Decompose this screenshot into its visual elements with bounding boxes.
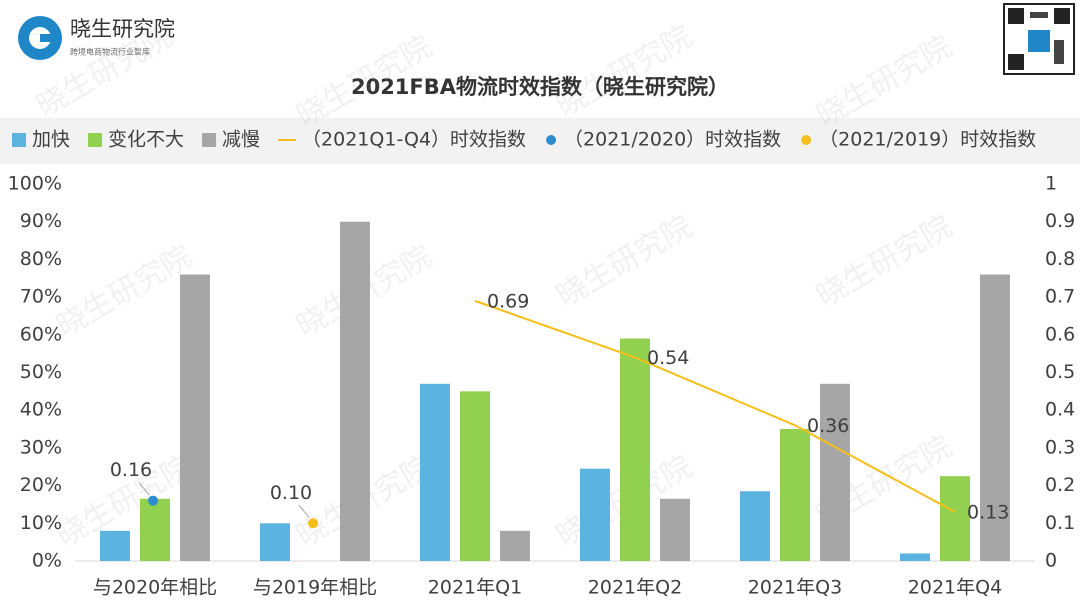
line xyxy=(474,299,956,513)
leader-line xyxy=(138,482,150,496)
legend-label: （2021Q1-Q4）时效指数 xyxy=(302,129,526,151)
data-label: 0.10 xyxy=(270,482,312,504)
y-tick-label: 0% xyxy=(32,550,62,572)
watermark: 晓生研究院 xyxy=(811,209,958,314)
bar xyxy=(580,468,610,561)
watermark: 晓生研究院 xyxy=(51,239,198,344)
y-tick-label: 40% xyxy=(20,399,62,421)
y2-tick-label: 0.4 xyxy=(1045,399,1075,421)
data-label: 0.13 xyxy=(967,501,1009,523)
logo xyxy=(18,16,62,60)
bar xyxy=(820,383,850,561)
bar xyxy=(660,498,690,561)
legend-swatch xyxy=(546,135,557,145)
legend-item: 减慢 xyxy=(202,129,260,151)
legend-item: （2021/2020）时效指数 xyxy=(546,129,781,151)
legend-item: （2021/2019）时效指数 xyxy=(801,129,1036,151)
y2-tick-label: 0 xyxy=(1045,550,1057,572)
y2-tick-label: 0.1 xyxy=(1045,512,1075,534)
y2-tick-label: 0.7 xyxy=(1045,286,1075,308)
bar xyxy=(940,476,970,561)
bar xyxy=(780,429,810,561)
x-tick-label: 与2019年相比 xyxy=(253,577,377,599)
y-tick-label: 30% xyxy=(20,436,62,458)
marker xyxy=(308,518,318,529)
leader-line xyxy=(298,504,310,518)
y2-tick-label: 0.8 xyxy=(1045,248,1075,270)
legend-swatch xyxy=(202,133,217,147)
watermark: 晓生研究院 xyxy=(551,209,698,314)
legend-swatch xyxy=(12,133,26,147)
bar xyxy=(340,221,370,561)
legend-swatch xyxy=(88,133,103,147)
watermark: 晓生研究院 xyxy=(551,19,698,124)
bar xyxy=(140,498,170,561)
legend-item: 变化不大 xyxy=(88,129,184,151)
data-label: 0.69 xyxy=(487,290,529,312)
chart-title: 2021FBA物流时效指数（晓生研究院） xyxy=(351,75,729,99)
marker xyxy=(148,495,158,506)
bar xyxy=(980,274,1010,561)
y2-tick-label: 0.3 xyxy=(1045,436,1075,458)
y2-tick-label: 0.9 xyxy=(1045,210,1075,232)
data-label: 0.54 xyxy=(647,347,689,369)
qr-code xyxy=(1003,3,1075,75)
y2-tick-label: 0.2 xyxy=(1045,474,1075,496)
y-tick-label: 60% xyxy=(20,323,62,345)
bar xyxy=(900,553,930,561)
data-label: 0.16 xyxy=(110,459,152,481)
y-tick-label: 80% xyxy=(20,248,62,270)
legend-label: （2021/2019）时效指数 xyxy=(819,129,1036,151)
legend-item: 加快 xyxy=(12,129,70,151)
bar xyxy=(740,491,770,561)
legend-background xyxy=(0,118,1080,164)
y-tick-label: 20% xyxy=(20,474,62,496)
y-tick-label: 50% xyxy=(20,361,62,383)
x-tick-label: 与2020年相比 xyxy=(93,577,217,599)
x-tick-label: 2021年Q2 xyxy=(588,577,682,599)
bar xyxy=(100,530,130,561)
legend-label: 减慢 xyxy=(222,129,260,151)
y2-tick-label: 0.5 xyxy=(1045,361,1075,383)
legend-label: 加快 xyxy=(32,129,70,151)
bar xyxy=(420,383,450,561)
y2-tick-label: 0.6 xyxy=(1045,323,1075,345)
bar xyxy=(180,274,210,561)
y2-tick-label: 1 xyxy=(1045,173,1057,195)
bar xyxy=(260,523,290,561)
x-tick-label: 2021年Q4 xyxy=(908,577,1002,599)
x-tick-label: 2021年Q3 xyxy=(748,577,842,599)
legend-label: 变化不大 xyxy=(108,129,184,151)
legend-swatch xyxy=(801,135,812,145)
brand-name: 晓生研究院 xyxy=(70,17,175,41)
data-label: 0.36 xyxy=(807,415,849,437)
y-tick-label: 100% xyxy=(8,173,62,195)
brand-tagline: 跨境电商物流行业智库 xyxy=(70,47,150,57)
legend-label: （2021/2020）时效指数 xyxy=(564,129,781,151)
x-tick-label: 2021年Q1 xyxy=(428,577,522,599)
y-tick-label: 10% xyxy=(20,512,62,534)
bar xyxy=(500,530,530,561)
bar xyxy=(620,338,650,561)
y-tick-label: 90% xyxy=(20,210,62,232)
y-tick-label: 70% xyxy=(20,286,62,308)
legend-item: （2021Q1-Q4）时效指数 xyxy=(278,129,526,151)
bar xyxy=(460,391,490,561)
